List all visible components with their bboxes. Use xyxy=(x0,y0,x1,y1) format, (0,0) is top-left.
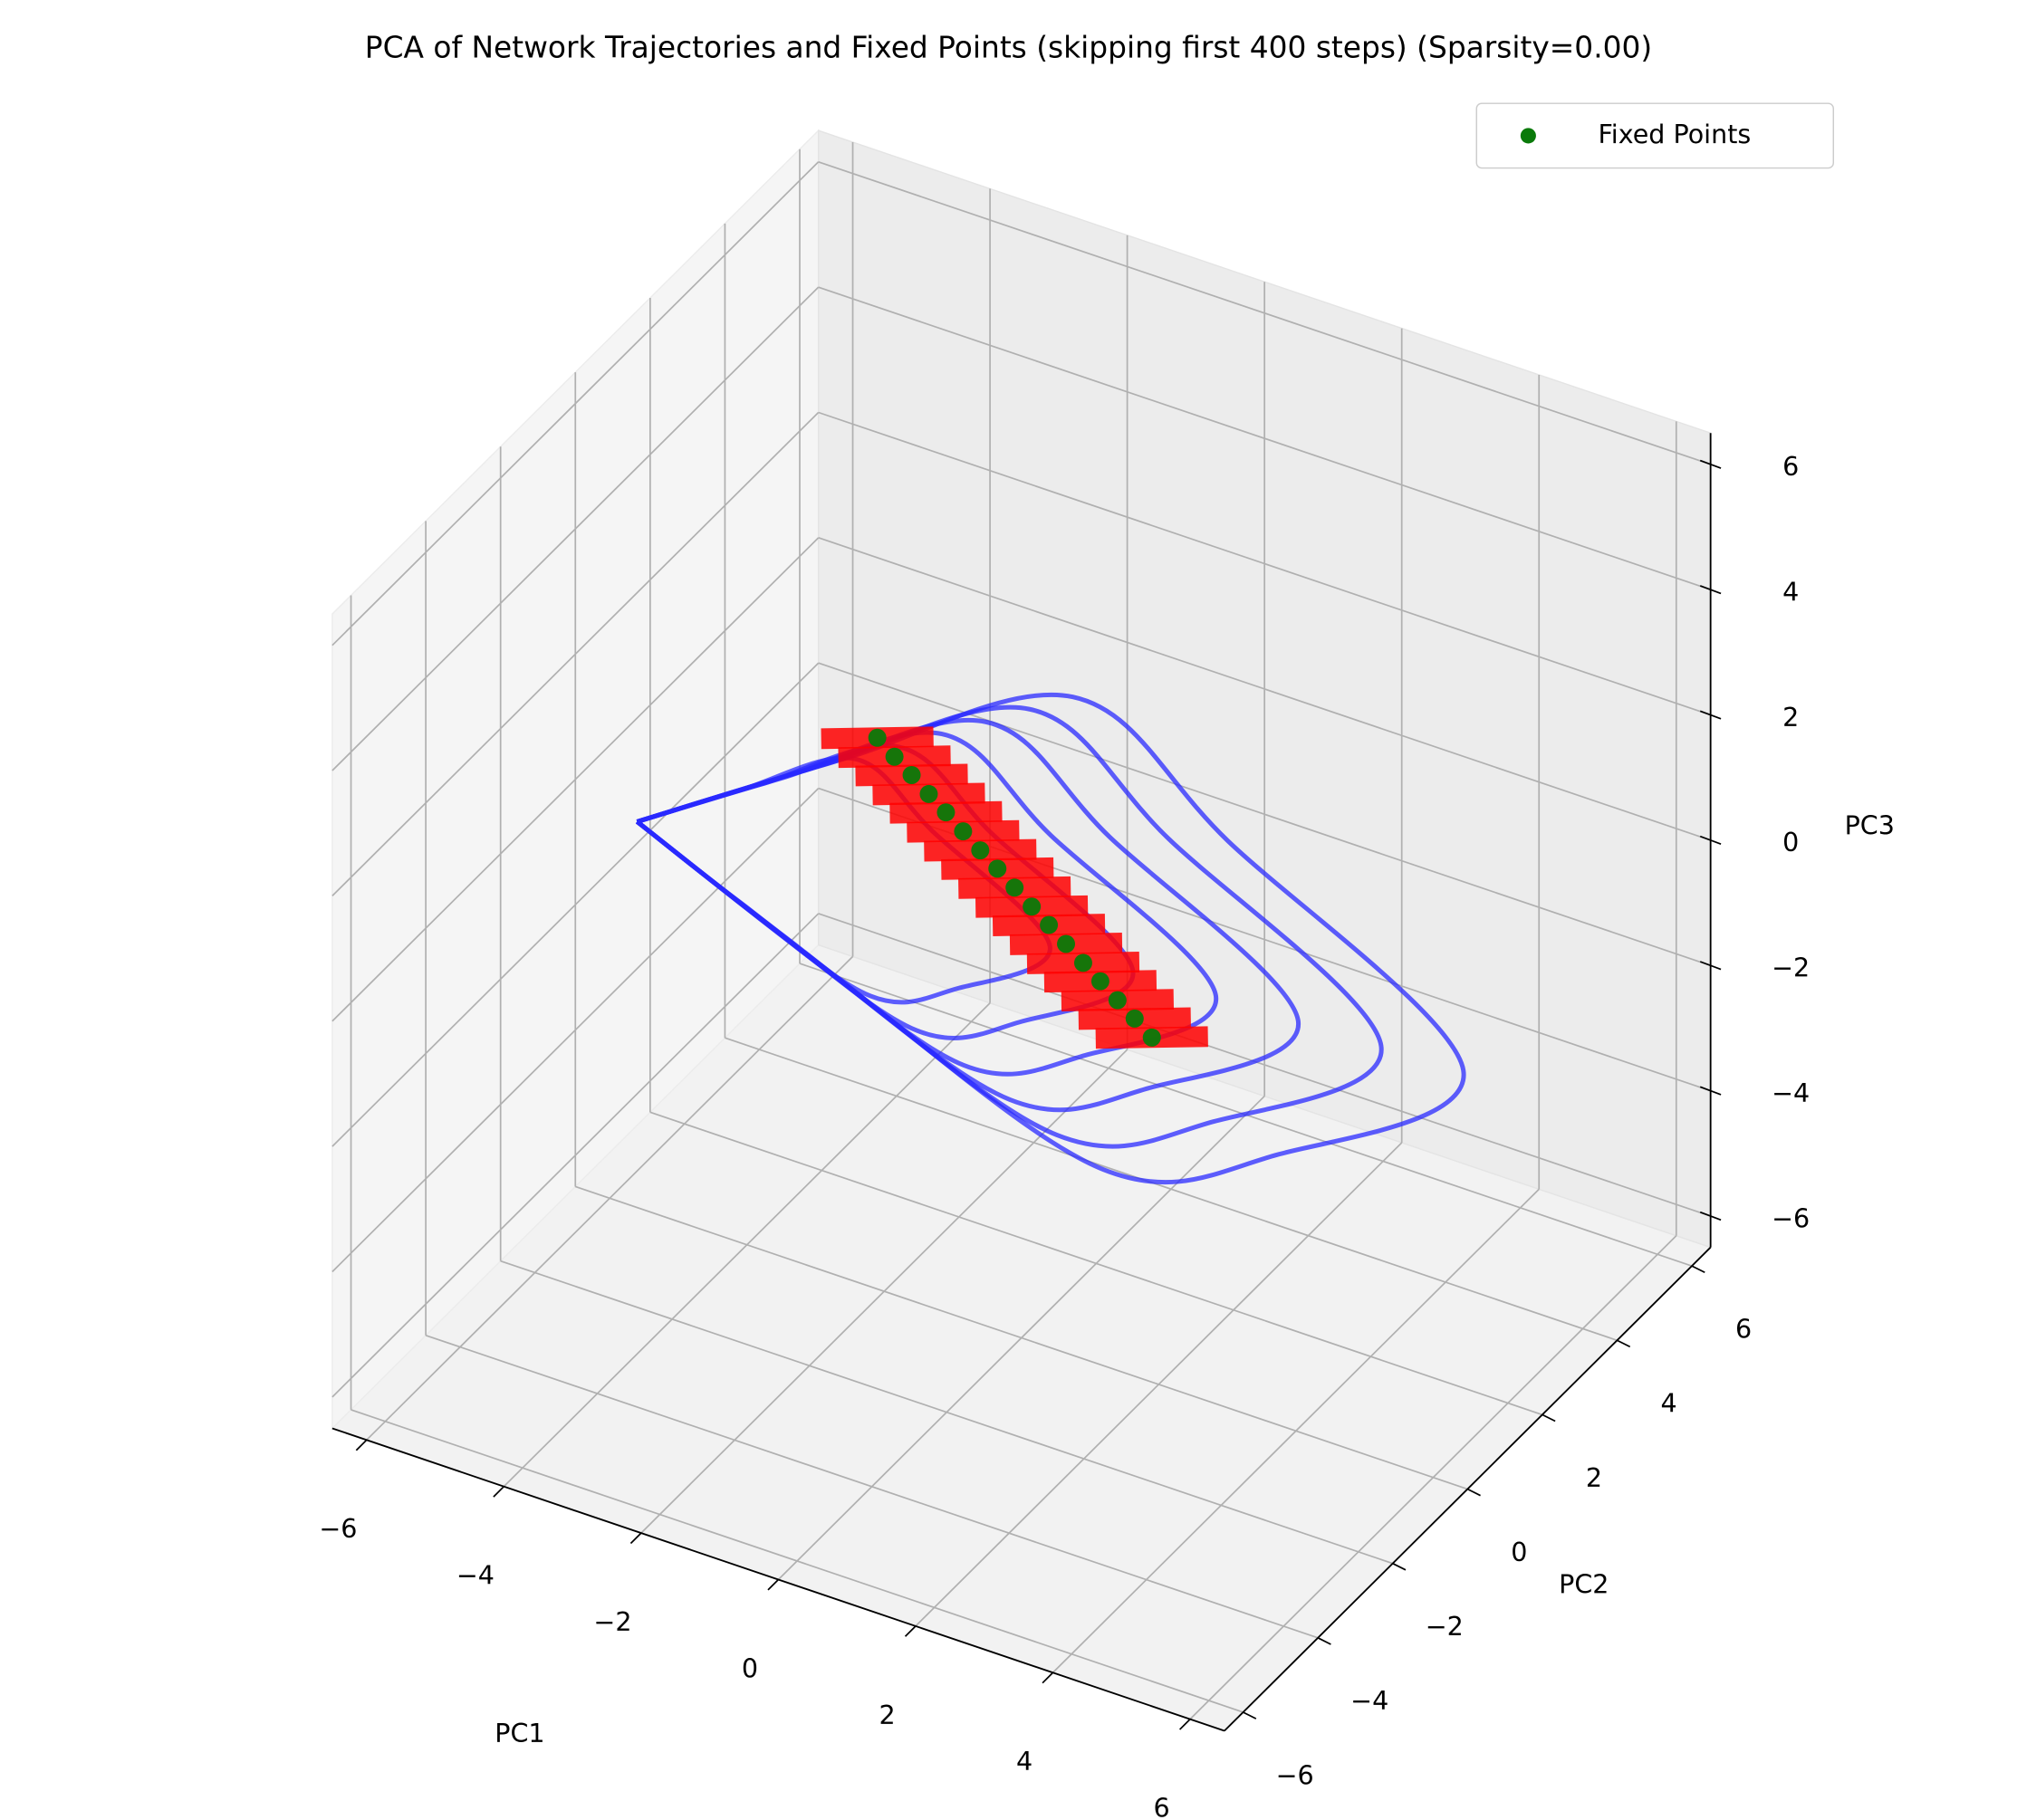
x-axis xyxy=(331,1427,1225,1732)
y-tick-label: 2 xyxy=(1586,1462,1602,1493)
fixed-point xyxy=(919,784,938,803)
fixed-point xyxy=(1057,934,1076,953)
grid-line xyxy=(725,1037,1618,1342)
z-tick-label: 6 xyxy=(1782,451,1799,482)
x-tick xyxy=(1178,1719,1191,1730)
grid-line xyxy=(818,286,1711,590)
grid-line xyxy=(331,411,820,897)
z-tick-label: −6 xyxy=(1772,1202,1810,1233)
grid-line xyxy=(425,1334,1319,1639)
y-tick xyxy=(1243,1711,1257,1719)
y-tick-label: 4 xyxy=(1660,1388,1676,1419)
grid-line xyxy=(331,286,820,771)
x-tick xyxy=(767,1578,780,1591)
y-tick xyxy=(1466,1488,1481,1497)
y-tick-label: 0 xyxy=(1511,1537,1527,1567)
fixed-point xyxy=(1073,953,1092,972)
y-axis-label: PC2 xyxy=(1559,1569,1609,1600)
x-tick-label: 0 xyxy=(742,1652,758,1683)
grid-line xyxy=(818,913,1711,1217)
y-tick xyxy=(1392,1562,1407,1571)
x-tick-label: 4 xyxy=(1016,1746,1033,1777)
x-axis-label: PC1 xyxy=(495,1718,544,1748)
x-tick xyxy=(355,1439,368,1451)
grid-line xyxy=(331,662,820,1147)
fixed-point xyxy=(1125,1009,1144,1028)
fixed-point xyxy=(954,822,973,841)
x-tick-label: 2 xyxy=(879,1700,895,1730)
fixed-point xyxy=(885,747,904,766)
y-tick xyxy=(1542,1413,1556,1422)
x-tick-label: 6 xyxy=(1154,1793,1170,1820)
fixed-point xyxy=(1005,878,1024,897)
z-axis-label: PC3 xyxy=(1845,810,1895,841)
legend-label: Fixed Points xyxy=(1598,119,1751,149)
x-tick xyxy=(1042,1672,1054,1684)
grid-line xyxy=(818,411,1711,716)
z-tick-label: −2 xyxy=(1772,953,1810,983)
fixed-point xyxy=(936,803,956,822)
z-tick-label: 4 xyxy=(1782,576,1799,607)
z-tick-label: −4 xyxy=(1772,1078,1810,1108)
grid-line xyxy=(331,161,820,647)
y-tick-label: −4 xyxy=(1350,1685,1388,1716)
legend-box xyxy=(1475,102,1834,169)
fixed-point xyxy=(1023,897,1042,916)
legend-marker xyxy=(1520,128,1536,144)
z-tick-label: 0 xyxy=(1782,827,1799,857)
grid-line xyxy=(331,913,820,1398)
x-tick-label: −2 xyxy=(593,1606,631,1637)
y-axis xyxy=(1224,1246,1712,1732)
fixed-point xyxy=(988,859,1007,878)
grid-line xyxy=(351,1409,1244,1713)
fixed-point xyxy=(971,841,990,860)
grid-line xyxy=(331,787,820,1273)
x-tick xyxy=(629,1532,642,1545)
fixed-point xyxy=(1040,915,1059,934)
fixed-point xyxy=(1108,991,1127,1010)
y-tick xyxy=(1617,1339,1631,1348)
y-tick-label: −2 xyxy=(1426,1611,1464,1642)
fixed-point xyxy=(1142,1028,1161,1047)
grid-line xyxy=(818,537,1711,841)
grid-line xyxy=(331,537,820,1022)
fixed-point xyxy=(1090,972,1109,991)
y-tick xyxy=(1317,1637,1331,1645)
x-tick xyxy=(904,1625,917,1637)
x-tick-label: −4 xyxy=(456,1560,495,1591)
z-tick-label: 2 xyxy=(1782,702,1799,733)
fixed-point xyxy=(902,765,921,784)
y-tick xyxy=(1691,1265,1705,1274)
grid-line xyxy=(574,1185,1468,1490)
grid-line xyxy=(500,1260,1393,1565)
y-tick-label: −6 xyxy=(1276,1759,1314,1790)
chart-title: PCA of Network Trajectories and Fixed Po… xyxy=(365,31,1652,65)
fixed-point xyxy=(868,728,887,747)
x-tick-label: −6 xyxy=(319,1513,357,1544)
x-tick xyxy=(493,1486,504,1498)
grid-line xyxy=(649,1111,1543,1416)
y-tick-label: 6 xyxy=(1735,1314,1752,1345)
grid-line xyxy=(818,160,1711,465)
